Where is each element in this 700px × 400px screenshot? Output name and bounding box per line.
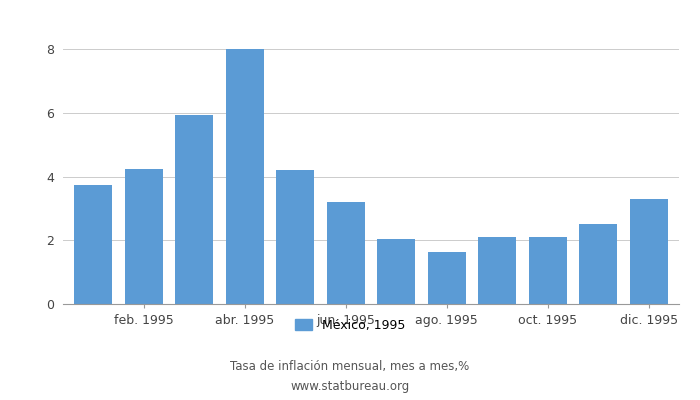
Legend: México, 1995: México, 1995 [295, 319, 405, 332]
Bar [125, 169, 162, 304]
Bar [276, 170, 314, 304]
Bar [327, 202, 365, 304]
Bar [478, 237, 516, 304]
Bar [175, 115, 214, 304]
Bar [428, 252, 466, 304]
Text: Tasa de inflación mensual, mes a mes,%: Tasa de inflación mensual, mes a mes,% [230, 360, 470, 373]
Bar [580, 224, 617, 304]
Bar [630, 199, 668, 304]
Bar [528, 237, 567, 304]
Text: www.statbureau.org: www.statbureau.org [290, 380, 410, 393]
Bar [377, 239, 415, 304]
Bar [226, 50, 264, 304]
Bar [74, 185, 112, 304]
